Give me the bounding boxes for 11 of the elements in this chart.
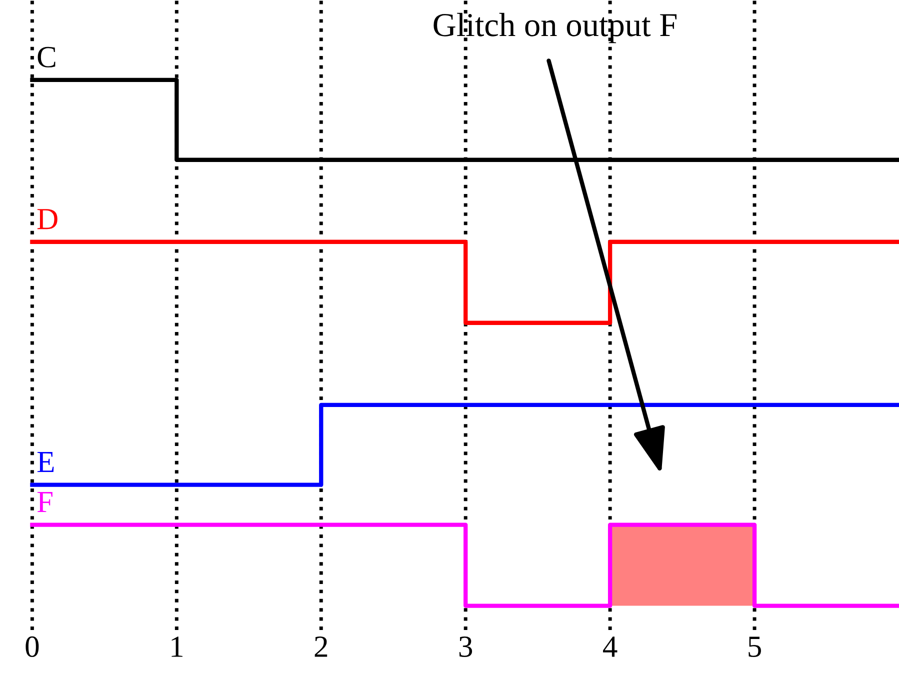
x-tick-label: 3	[459, 636, 472, 658]
series-label: C	[38, 46, 56, 68]
series-label: F	[37, 492, 52, 512]
x-tick-label: 5	[748, 636, 761, 658]
x-tick-label: 1	[172, 636, 182, 657]
x-tick-label: 4	[603, 636, 618, 657]
series-label: E	[37, 452, 54, 472]
text: Glitch on output F	[434, 12, 676, 44]
x-tick-label: 2	[314, 636, 328, 657]
series-label: D	[37, 209, 58, 230]
x-tick-label: 0	[26, 636, 39, 658]
